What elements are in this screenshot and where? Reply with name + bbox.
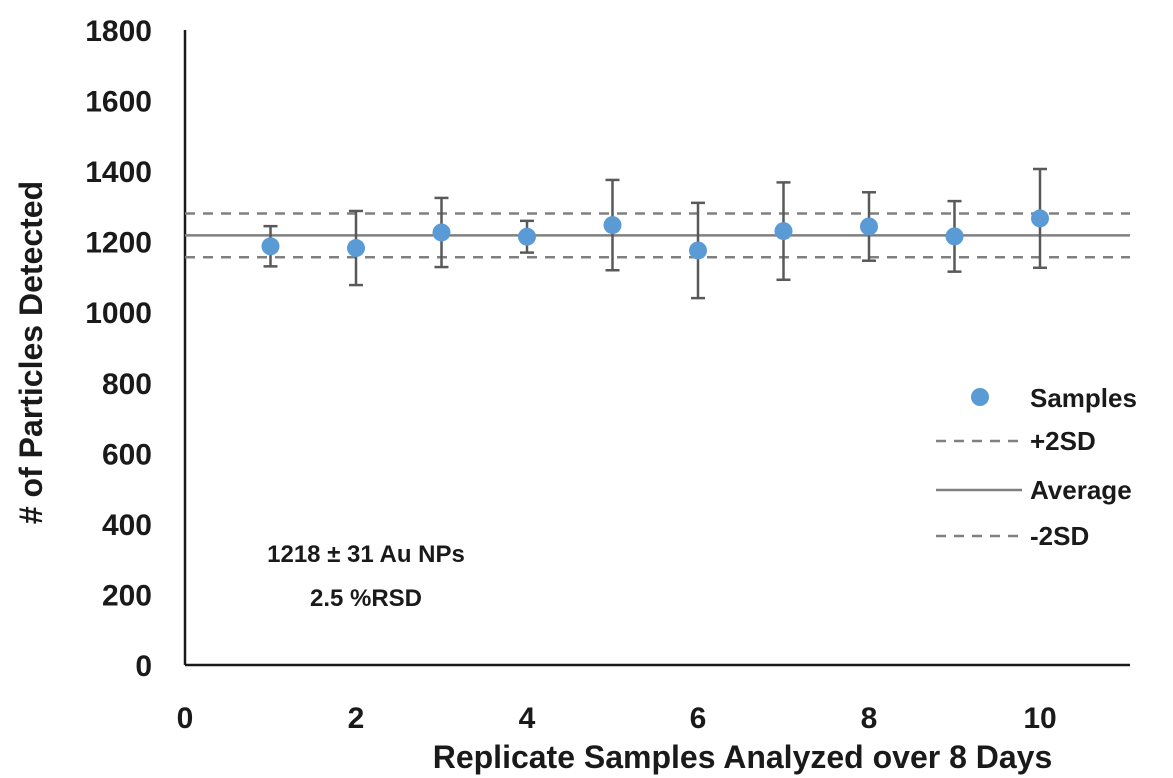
sample-point xyxy=(261,237,280,256)
annotation-rsd: 2.5 %RSD xyxy=(310,585,422,612)
sample-point-group xyxy=(261,224,280,268)
sample-point-group xyxy=(689,201,707,300)
sample-point xyxy=(432,223,451,242)
sample-point-group xyxy=(774,181,793,282)
sample-point xyxy=(603,216,622,235)
y-tick-label: 1000 xyxy=(85,297,152,330)
y-tick-label: 0 xyxy=(135,650,152,683)
sample-point xyxy=(689,241,707,260)
sample-point xyxy=(518,227,536,246)
legend: Samples +2SD Average -2SD xyxy=(936,383,1137,551)
sample-point xyxy=(1031,209,1049,228)
y-tick-label: 200 xyxy=(102,579,152,612)
y-axis-title: # of Particles Detected xyxy=(13,181,49,524)
y-tick-label: 1600 xyxy=(85,86,152,119)
y-tick-label: 600 xyxy=(102,438,152,471)
legend-label-average: Average xyxy=(1030,475,1132,505)
plot-area xyxy=(183,30,1130,667)
sample-point-group xyxy=(347,209,365,287)
y-tick-label: 1200 xyxy=(85,227,152,260)
x-tick-label: 4 xyxy=(519,702,536,735)
sample-point-group xyxy=(945,199,964,273)
legend-label-minus-2sd: -2SD xyxy=(1030,521,1089,551)
sample-point xyxy=(860,217,878,236)
sample-point xyxy=(945,227,964,246)
x-tick-label: 6 xyxy=(690,702,707,735)
sample-point-group xyxy=(860,191,878,262)
sample-point-group xyxy=(603,178,622,272)
sample-point xyxy=(774,222,793,241)
y-tick-label: 1800 xyxy=(85,15,152,48)
sample-point xyxy=(347,239,365,258)
legend-label-plus-2sd: +2SD xyxy=(1030,426,1096,456)
sample-point-group xyxy=(518,219,536,254)
y-tick-label: 800 xyxy=(102,368,152,401)
sample-point-group xyxy=(432,196,451,269)
x-tick-label: 2 xyxy=(348,702,365,735)
x-tick-label: 10 xyxy=(1023,702,1056,735)
x-tick-label: 0 xyxy=(177,702,194,735)
legend-marker-samples xyxy=(971,388,989,406)
y-tick-label: 400 xyxy=(102,509,152,542)
y-axis-ticks: 0 200 400 600 800 1000 1200 1400 1600 1800 xyxy=(85,15,152,683)
legend-label-samples: Samples xyxy=(1030,383,1137,413)
x-axis-ticks: 0 2 4 6 8 10 xyxy=(177,702,1057,735)
x-axis-title: Replicate Samples Analyzed over 8 Days xyxy=(433,739,1053,775)
annotation-mean: 1218 ± 31 Au NPs xyxy=(267,541,465,568)
y-tick-label: 1400 xyxy=(85,156,152,189)
sample-point-group xyxy=(1031,167,1049,270)
x-tick-label: 8 xyxy=(861,702,878,735)
